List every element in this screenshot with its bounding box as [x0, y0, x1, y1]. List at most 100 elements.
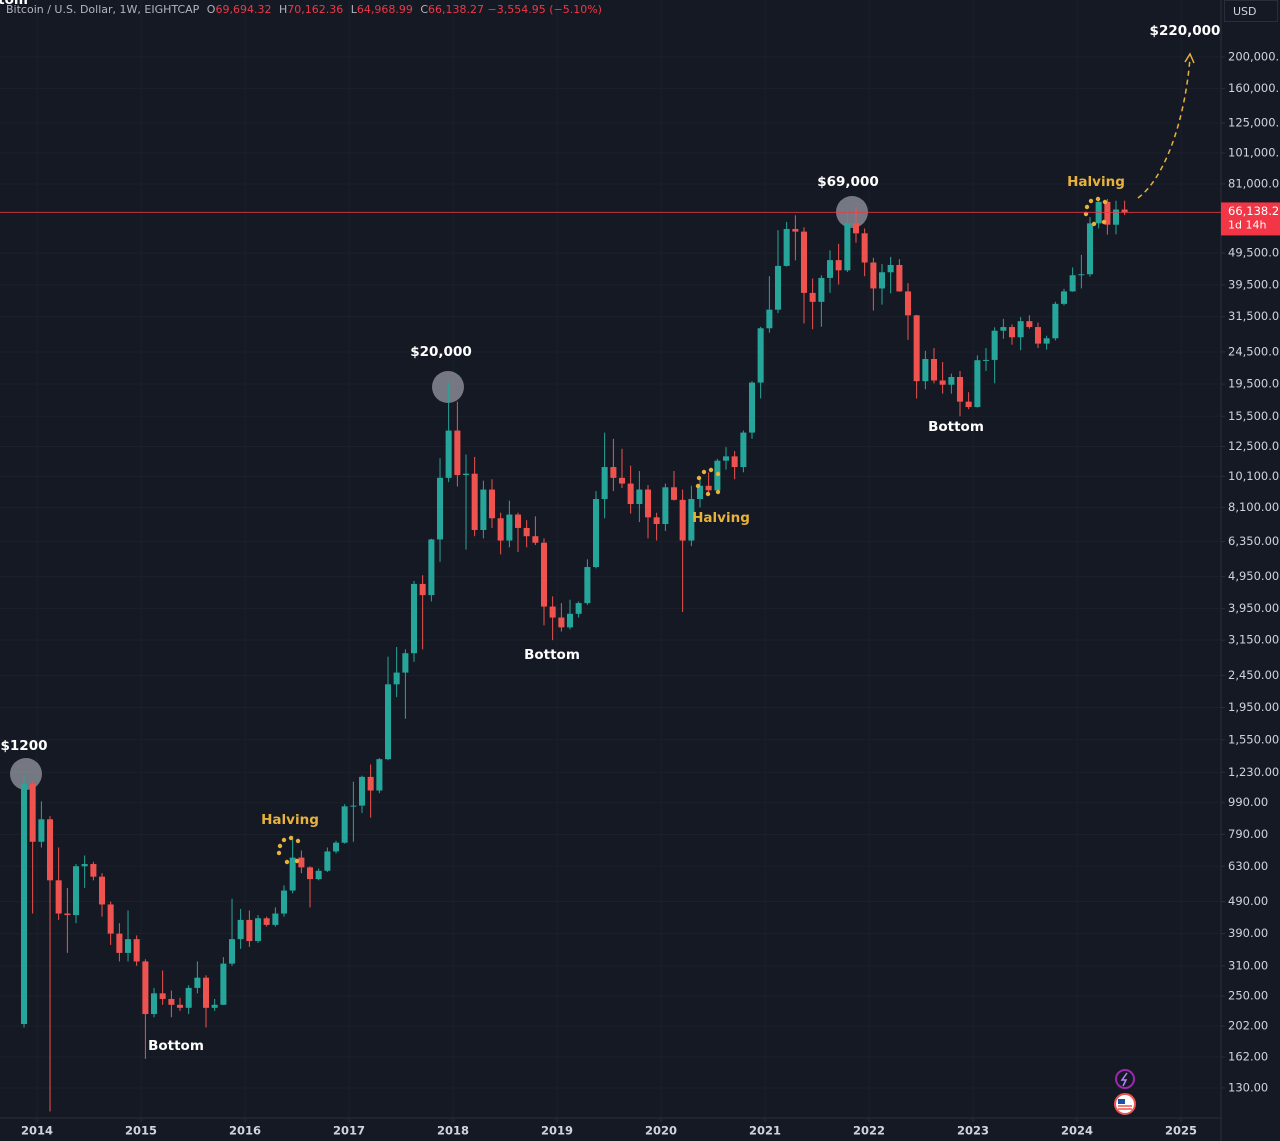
- ohlc-label: L: [350, 3, 357, 16]
- candle-body: [662, 487, 669, 524]
- candle-body: [956, 376, 964, 402]
- x-tick-label: 2017: [333, 1124, 365, 1138]
- candle-body: [488, 489, 496, 519]
- candle-body: [1052, 303, 1059, 339]
- candle-body: [705, 485, 712, 491]
- y-tick-label: 12,500.00: [1228, 439, 1280, 453]
- candle-body: [1043, 338, 1050, 344]
- candle-body: [939, 380, 946, 385]
- peak-marker: [432, 371, 464, 403]
- candle-body: [497, 518, 504, 541]
- alert-icon[interactable]: [1115, 1069, 1135, 1089]
- y-tick-label: 19,500.00: [1228, 377, 1280, 391]
- candle-body: [21, 784, 28, 1024]
- y-tick-label: 1,550.00: [1228, 732, 1279, 746]
- candle-body: [679, 499, 686, 541]
- ohlc-label: C: [420, 3, 429, 16]
- candle-body: [627, 483, 634, 505]
- candle-body: [246, 919, 253, 942]
- x-tick-label: 2023: [957, 1124, 989, 1138]
- x-tick-label: 2016: [229, 1124, 261, 1138]
- candle-body: [125, 939, 132, 953]
- candle-body: [1069, 275, 1076, 292]
- candle-body: [861, 233, 868, 263]
- candle-body: [800, 231, 808, 293]
- x-tick-label: 2018: [437, 1124, 469, 1138]
- y-tick-label: 130.00: [1228, 1080, 1268, 1094]
- candle-body: [332, 842, 340, 852]
- projection-arrow: [1137, 57, 1191, 199]
- candle-body: [532, 536, 539, 543]
- candle-body: [584, 567, 591, 604]
- annotation: Halving: [1067, 174, 1125, 190]
- price-change: −3,554.95 (−5.10%): [487, 3, 602, 16]
- y-tick-label: 101,000.00: [1228, 145, 1280, 159]
- candle-body: [506, 514, 513, 541]
- candle-body: [454, 430, 461, 476]
- candle-body: [471, 473, 478, 530]
- annotation: Bottom: [148, 1038, 204, 1054]
- annotation: $20,000: [410, 344, 472, 360]
- x-tick-label: 2015: [125, 1124, 157, 1138]
- candle-body: [64, 913, 71, 916]
- candle-body: [358, 776, 366, 806]
- candle-body: [1000, 327, 1007, 331]
- candle-body: [904, 291, 912, 316]
- y-tick-label: 81,000.00: [1228, 176, 1280, 190]
- candle-body: [670, 487, 678, 500]
- annotation: Bottom: [0, 0, 28, 8]
- y-tick-label: 24,500.00: [1228, 344, 1280, 358]
- candle-body: [55, 880, 62, 914]
- candle-body: [410, 583, 418, 654]
- candle-body: [523, 527, 530, 537]
- candle-body: [185, 987, 192, 1008]
- candle-body: [757, 328, 764, 383]
- candle-body: [913, 315, 920, 382]
- y-tick-label: 310.00: [1228, 958, 1268, 972]
- annotation: Bottom: [524, 647, 580, 663]
- candle-body: [376, 759, 383, 791]
- candle-body: [1121, 209, 1128, 213]
- candle-body: [1026, 321, 1033, 328]
- alert-icon-bolt: [1120, 1072, 1128, 1087]
- candle-body: [835, 260, 842, 271]
- candle-body: [688, 499, 695, 541]
- x-tick-label: 2022: [853, 1124, 885, 1138]
- candle-body: [445, 430, 452, 478]
- candle-body: [428, 539, 435, 596]
- last-price-label: 66,138.27: [1228, 204, 1280, 218]
- y-tick-label: 630.00: [1228, 859, 1268, 873]
- candle-body: [870, 262, 877, 289]
- annotation: Halving: [261, 812, 319, 828]
- candle-body: [47, 819, 54, 881]
- candle-body: [237, 919, 244, 940]
- candle-body: [809, 292, 816, 302]
- candle-body: [159, 993, 166, 999]
- candle-body: [653, 517, 660, 524]
- currency-button[interactable]: USD: [1224, 0, 1278, 22]
- candle-body: [38, 819, 45, 842]
- candle-body: [930, 359, 938, 381]
- y-tick-label: 8,100.00: [1228, 500, 1279, 514]
- candle-body: [601, 467, 608, 500]
- candle-body: [116, 933, 123, 953]
- candle-body: [90, 864, 97, 877]
- y-tick-label: 49,500.00: [1228, 246, 1280, 260]
- ohlc-value: 69,694.32: [215, 3, 272, 16]
- halving-marker: [695, 467, 721, 497]
- candle-body: [168, 998, 175, 1005]
- candle-body: [982, 359, 990, 361]
- candle-body: [896, 264, 903, 292]
- candle-body: [73, 866, 80, 916]
- candle-body: [306, 867, 314, 880]
- candle-body: [1078, 274, 1085, 276]
- y-tick-label: 15,500.00: [1228, 409, 1280, 423]
- candle-body: [731, 456, 738, 468]
- halving-marker: [276, 835, 301, 865]
- symbol-title: Bitcoin / U.S. Dollar, 1W, EIGHTCAP: [6, 3, 200, 16]
- y-tick-label: 1,950.00: [1228, 700, 1279, 714]
- x-tick-label: 2020: [645, 1124, 677, 1138]
- ohlc-value: 64,968.99: [356, 3, 413, 16]
- y-tick-label: 990.00: [1228, 795, 1268, 809]
